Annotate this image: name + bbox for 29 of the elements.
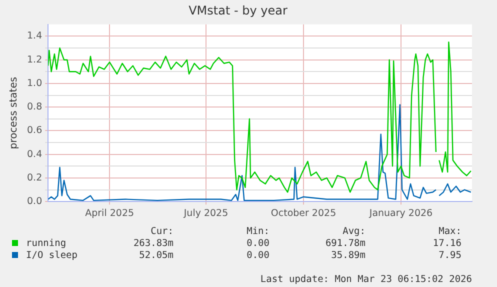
x-tick-label: April 2025 bbox=[85, 208, 134, 219]
text: 263.83m bbox=[132, 238, 174, 250]
y-tick-label: 1.0 bbox=[27, 78, 42, 89]
text: 52.05m bbox=[138, 250, 174, 262]
x-tick-label: October 2025 bbox=[270, 208, 336, 219]
y-tick-label: 0.4 bbox=[27, 148, 42, 160]
legend-label: I/O sleep bbox=[25, 250, 78, 262]
y-tick-label: 0.2 bbox=[27, 172, 42, 184]
y-axis-title: process states bbox=[8, 76, 20, 150]
text: 35.89m bbox=[330, 250, 366, 262]
legend-label: running bbox=[25, 238, 68, 250]
text: Avg: bbox=[342, 226, 366, 238]
text: Max: bbox=[438, 226, 462, 238]
text: 7.95 bbox=[438, 250, 462, 262]
text: 0.00 bbox=[246, 250, 270, 262]
x-tick-label: January 2026 bbox=[368, 208, 433, 219]
chart-title: VMstat - by year bbox=[188, 3, 288, 18]
y-tick-label: 1.2 bbox=[27, 54, 42, 66]
x-tick-label: July 2025 bbox=[182, 208, 228, 219]
text: 691.78m bbox=[324, 238, 366, 250]
text: Min: bbox=[246, 226, 270, 238]
y-tick-label: 0.0 bbox=[27, 196, 42, 208]
y-tick-label: 1.4 bbox=[27, 30, 42, 42]
text: 0.00 bbox=[246, 238, 270, 250]
text: Last update: Mon Mar 23 06:15:02 2026 bbox=[260, 274, 472, 285]
text: 17.16 bbox=[432, 238, 462, 250]
y-tick-label: 0.8 bbox=[27, 102, 42, 113]
y-tick-label: 0.6 bbox=[27, 125, 42, 136]
text: Cur: bbox=[150, 226, 174, 238]
